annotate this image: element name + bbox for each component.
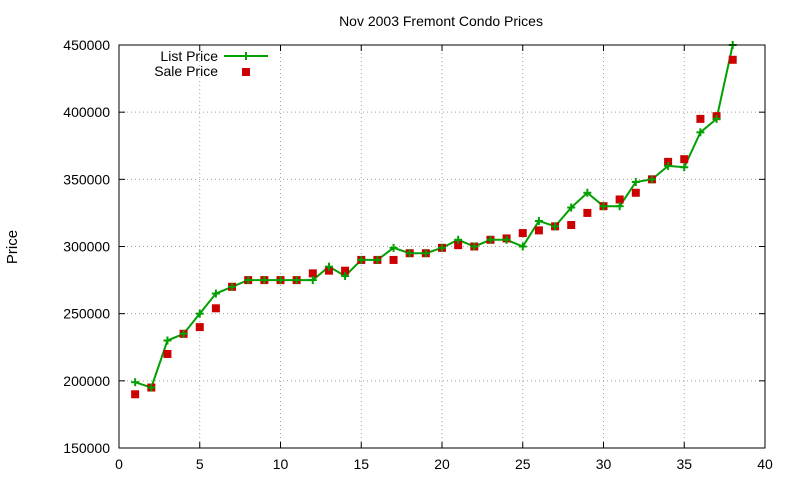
y-tick-label: 450000 — [63, 37, 110, 53]
y-axis-label: Price — [4, 230, 21, 264]
list-price-point — [438, 243, 446, 252]
legend-marker-sale-price — [242, 68, 250, 76]
sale-price-point — [728, 55, 737, 64]
y-tick-label: 250000 — [63, 306, 110, 322]
list-price-line — [134, 44, 734, 389]
y-tick-label: 400000 — [63, 104, 110, 120]
list-price-point — [470, 242, 479, 251]
list-price-point — [680, 163, 689, 172]
list-price-point — [599, 202, 608, 211]
legend-label-list-price: List Price — [160, 48, 218, 64]
x-tick-label: 35 — [676, 456, 692, 472]
y-tick-label: 350000 — [63, 171, 110, 187]
list-price-point — [664, 161, 673, 170]
sale-price-point — [163, 349, 172, 358]
chart-title: Nov 2003 Fremont Condo Prices — [339, 13, 543, 29]
list-price-point — [163, 336, 172, 345]
list-price-point — [567, 203, 576, 212]
list-price-point — [147, 383, 156, 392]
y-tick-label: 150000 — [63, 440, 110, 456]
list-price-point — [211, 289, 220, 298]
list-price-point — [421, 249, 430, 258]
list-price-point — [583, 188, 592, 197]
list-price-point — [534, 216, 543, 225]
sale-price-point — [131, 390, 140, 399]
sale-price-point — [454, 241, 463, 250]
x-tick-label: 5 — [196, 456, 204, 472]
list-price-point — [195, 309, 204, 318]
list-price-point — [502, 235, 511, 244]
sale-price-point — [583, 208, 592, 217]
x-tick-label: 15 — [353, 456, 369, 472]
x-tick-label: 40 — [757, 456, 773, 472]
series-layer — [131, 41, 737, 399]
list-price-point — [712, 114, 721, 123]
x-tick-label: 10 — [273, 456, 289, 472]
sale-price-point — [534, 226, 543, 235]
sale-price-point — [195, 323, 204, 332]
list-price-point — [631, 178, 640, 187]
list-price-point — [228, 282, 237, 291]
sale-price-point — [389, 255, 398, 264]
list-price-point — [615, 202, 624, 211]
list-price-point — [324, 262, 333, 271]
list-price-point — [131, 378, 140, 387]
sale-price-point — [615, 195, 624, 204]
list-price-point — [454, 235, 463, 244]
sale-price-point — [211, 304, 220, 313]
sale-price-point — [518, 229, 527, 238]
list-price-point — [244, 276, 253, 285]
axis-ticks: 0 5 10 15 20 25 30 35 40 150000 200000 250000 300000… — [63, 37, 773, 472]
x-tick-label: 25 — [515, 456, 531, 472]
sale-price-point — [631, 188, 640, 197]
y-tick-label: 200000 — [63, 373, 110, 389]
list-price-point — [647, 175, 656, 184]
sale-price-point — [680, 155, 689, 164]
list-price-point — [276, 276, 285, 285]
list-price-point — [373, 255, 382, 264]
y-tick-label: 300000 — [63, 239, 110, 255]
legend-label-sale-price: Sale Price — [154, 63, 218, 79]
list-price-point — [357, 255, 366, 264]
list-price-point — [389, 243, 398, 252]
list-price-point — [260, 276, 269, 285]
sale-price-point — [696, 114, 705, 123]
x-tick-label: 0 — [115, 456, 123, 472]
list-price-point — [179, 329, 188, 338]
plot-frame — [118, 44, 766, 449]
list-price-point — [292, 276, 301, 285]
list-price-point — [308, 276, 317, 285]
list-price-point — [486, 235, 495, 244]
sale-price-point — [567, 221, 576, 230]
sale-price-point — [341, 266, 350, 275]
x-tick-label: 20 — [434, 456, 450, 472]
list-price-point — [551, 222, 560, 231]
list-price-point — [696, 128, 705, 137]
sale-price-point — [324, 266, 333, 275]
list-price-point — [518, 242, 527, 251]
x-tick-label: 30 — [596, 456, 612, 472]
list-price-point — [405, 249, 414, 258]
sale-price-point — [664, 157, 673, 166]
list-price-point — [341, 272, 350, 281]
sale-price-point — [308, 269, 317, 278]
